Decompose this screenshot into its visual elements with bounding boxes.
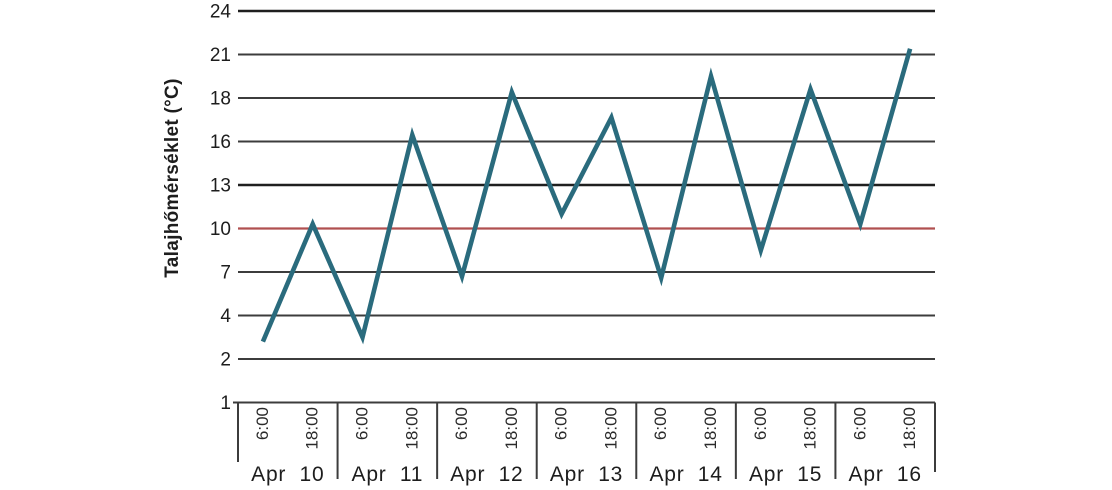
y-tick-label-10: 10 <box>210 219 231 240</box>
time-tick-label-12-600: 6:00 <box>452 407 471 440</box>
day-label-14: Apr 14 <box>649 463 722 486</box>
time-tick-label-14-600: 6:00 <box>651 407 670 440</box>
y-tick-label-13: 13 <box>210 176 231 197</box>
y-tick-label-1: 1 <box>220 393 231 414</box>
time-tick-label-12-1800: 18:00 <box>502 407 521 450</box>
day-label-12: Apr 12 <box>450 463 523 486</box>
y-tick-label-24: 24 <box>210 2 232 23</box>
time-tick-label-14-1800: 18:00 <box>701 407 720 450</box>
time-tick-label-13-600: 6:00 <box>552 407 571 440</box>
day-label-11: Apr 11 <box>352 463 424 486</box>
y-tick-label-21: 21 <box>210 45 231 66</box>
y-tick-label-7: 7 <box>220 263 231 284</box>
time-tick-label-11-600: 6:00 <box>353 407 372 440</box>
day-label-13: Apr 13 <box>550 463 623 486</box>
time-tick-label-11-1800: 18:00 <box>402 407 421 450</box>
day-label-16: Apr 16 <box>849 463 922 486</box>
time-tick-label-15-1800: 18:00 <box>801 407 820 450</box>
y-axis-title: Talajhőmérséklet (°C) <box>162 78 183 277</box>
day-label-10: Apr 10 <box>251 463 324 486</box>
time-tick-label-10-600: 6:00 <box>253 407 272 440</box>
time-tick-label-16-1800: 18:00 <box>900 407 919 450</box>
y-tick-label-18: 18 <box>210 89 231 110</box>
y-tick-label-2: 2 <box>220 350 231 371</box>
y-tick-label-4: 4 <box>220 306 231 327</box>
y-tick-label-16: 16 <box>210 132 231 153</box>
day-label-15: Apr 15 <box>749 463 822 486</box>
temperature-line <box>260 48 913 345</box>
time-tick-label-13-1800: 18:00 <box>601 407 620 450</box>
time-tick-label-16-600: 6:00 <box>850 407 869 440</box>
time-tick-label-15-600: 6:00 <box>751 407 770 440</box>
time-tick-label-10-1800: 18:00 <box>303 407 322 450</box>
